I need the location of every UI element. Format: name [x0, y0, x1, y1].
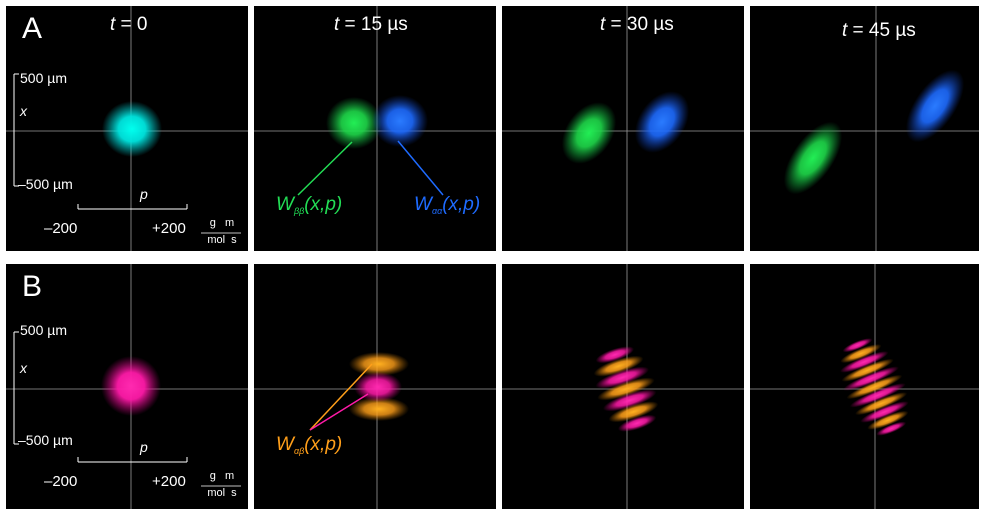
x-axis-symbol: x	[20, 360, 27, 376]
x-axis-top-label: 500 µm	[20, 70, 67, 86]
x-axis-bottom-label: –500 µm	[18, 176, 73, 192]
w-bb-pointer	[297, 141, 353, 196]
row-b-label: B	[22, 270, 43, 303]
p-unit-denominator: mol s	[207, 487, 237, 499]
x-axis-top-label: 500 µm	[20, 322, 67, 338]
time-label-2: t = 15 µs	[334, 14, 408, 35]
green-gaussian-blob	[326, 97, 382, 149]
panel-b2: Wαβ(x,p)	[254, 264, 496, 509]
p-unit-denominator: mol s	[207, 234, 237, 246]
panel-a1: A t = 0 500 µm x –500 µm p –200 +200 g m…	[6, 6, 248, 251]
interference-fringes	[840, 338, 909, 436]
w-bb-label: Wββ(x,p)	[276, 194, 343, 216]
x-axis-bottom-label: –500 µm	[18, 432, 73, 448]
blue-gaussian-blob	[905, 69, 965, 143]
wigner-plot-a1	[6, 6, 248, 251]
wigner-plot-b4	[750, 264, 979, 509]
w-ab-pointer	[309, 363, 373, 431]
green-gaussian-blob	[783, 121, 843, 195]
interference-fringes	[593, 346, 659, 432]
p-axis-left-label: –200	[44, 473, 78, 490]
time-label-1: t = 0	[110, 14, 148, 35]
wigner-plot-b3	[502, 264, 744, 509]
cyan-gaussian-blob	[102, 101, 162, 157]
wigner-plot-a3	[502, 6, 744, 251]
p-unit-numerator: g m	[209, 217, 235, 229]
orange-fringe	[349, 397, 409, 421]
w-ab-pointer-magenta	[309, 393, 369, 431]
orange-fringe	[349, 352, 409, 376]
row-a-label: A	[22, 12, 43, 45]
panel-a4: t = 45 µs	[750, 6, 979, 251]
p-axis-symbol: p	[140, 186, 148, 202]
w-ab-label: Wαβ(x,p)	[276, 434, 343, 456]
panel-a3: t = 30 µs	[502, 6, 744, 251]
panel-a2: t = 15 µs Wββ(x,p) Wαα(x,p)	[254, 6, 496, 251]
wigner-plot-b2	[254, 264, 496, 509]
green-gaussian-blob	[561, 102, 617, 164]
wigner-plot-a4	[750, 6, 979, 251]
blue-gaussian-blob	[372, 95, 428, 147]
p-axis-right-label: +200	[152, 220, 186, 237]
p-axis-symbol: p	[140, 439, 148, 455]
time-label-4: t = 45 µs	[842, 20, 916, 41]
panel-b1: B 500 µm x –500 µm p –200 +200 g m mol s	[6, 264, 248, 509]
panel-b4	[750, 264, 979, 509]
panel-b3	[502, 264, 744, 509]
wigner-plot-a2	[254, 6, 496, 251]
wigner-plot-b1	[6, 264, 248, 509]
p-axis-left-label: –200	[44, 220, 78, 237]
x-axis-symbol: x	[20, 103, 27, 119]
w-aa-pointer	[397, 140, 444, 196]
magenta-gaussian-blob	[101, 356, 161, 416]
blue-gaussian-blob	[634, 91, 690, 153]
p-unit-numerator: g m	[209, 470, 235, 482]
p-axis-right-label: +200	[152, 473, 186, 490]
time-label-3: t = 30 µs	[600, 14, 674, 35]
w-aa-label: Wαα(x,p)	[414, 194, 481, 216]
